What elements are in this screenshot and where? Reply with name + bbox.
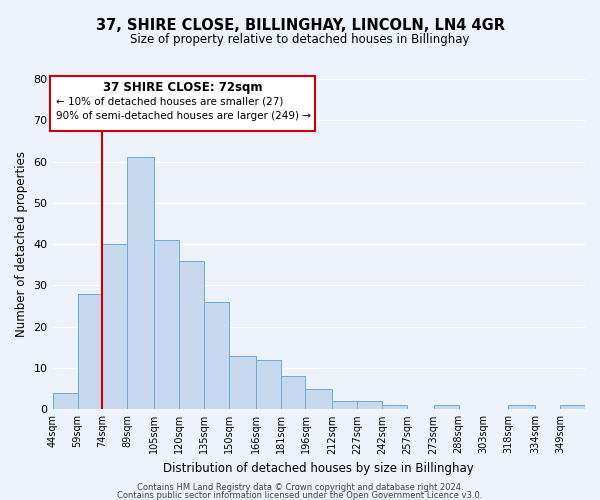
Bar — [229, 356, 256, 410]
Bar — [77, 294, 103, 410]
Bar — [127, 158, 154, 410]
Text: 90% of semi-detached houses are larger (249) →: 90% of semi-detached houses are larger (… — [56, 111, 311, 121]
Bar — [179, 260, 204, 410]
Bar — [204, 302, 229, 410]
Bar — [382, 405, 407, 409]
Text: 37, SHIRE CLOSE, BILLINGHAY, LINCOLN, LN4 4GR: 37, SHIRE CLOSE, BILLINGHAY, LINCOLN, LN… — [95, 18, 505, 32]
Bar — [560, 405, 585, 409]
Text: ← 10% of detached houses are smaller (27): ← 10% of detached houses are smaller (27… — [56, 96, 283, 106]
Y-axis label: Number of detached properties: Number of detached properties — [15, 151, 28, 337]
Text: Size of property relative to detached houses in Billinghay: Size of property relative to detached ho… — [130, 32, 470, 46]
X-axis label: Distribution of detached houses by size in Billinghay: Distribution of detached houses by size … — [163, 462, 474, 475]
Bar — [434, 405, 458, 409]
Bar — [305, 388, 332, 409]
Bar — [332, 401, 357, 409]
Text: Contains HM Land Registry data © Crown copyright and database right 2024.: Contains HM Land Registry data © Crown c… — [137, 483, 463, 492]
Text: 37 SHIRE CLOSE: 72sqm: 37 SHIRE CLOSE: 72sqm — [103, 82, 262, 94]
Text: Contains public sector information licensed under the Open Government Licence v3: Contains public sector information licen… — [118, 492, 482, 500]
Bar — [281, 376, 305, 410]
Bar — [53, 393, 77, 409]
Bar — [508, 405, 535, 409]
Bar — [103, 244, 127, 410]
Bar — [154, 240, 179, 410]
Bar — [256, 360, 281, 410]
Bar — [357, 401, 382, 409]
